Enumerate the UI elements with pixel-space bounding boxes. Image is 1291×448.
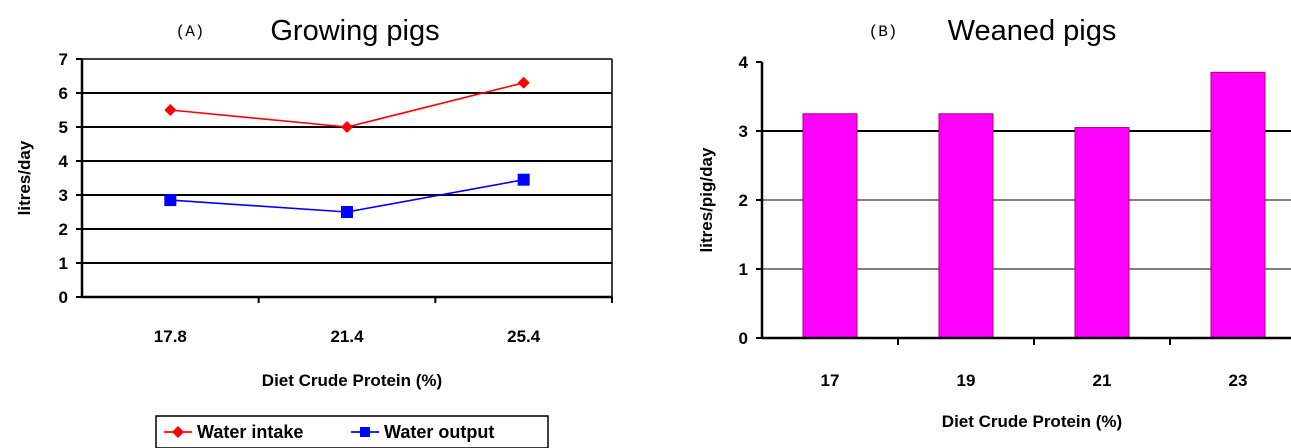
chart-a-y-tick-label: 3 <box>59 186 68 205</box>
chart-a-y-tick-label: 0 <box>59 288 68 307</box>
chart-a-x-tick-labels: 17.8 21.4 25.4 <box>154 327 541 346</box>
chart-a-panel-label: (A) <box>176 23 205 41</box>
legend-water-intake-label: Water intake <box>197 422 303 442</box>
chart-a-y-tick-labels: 0 1 2 3 4 5 6 7 <box>59 50 69 307</box>
chart-a-x-tick-label: 21.4 <box>330 327 364 346</box>
data-point-water-intake <box>341 121 353 133</box>
chart-a-legend: Water intake Water output <box>155 415 549 448</box>
chart-a-series <box>164 76 530 218</box>
chart-a-y-tick-label: 2 <box>59 220 68 239</box>
chart-b-panel-label: (B) <box>869 23 898 41</box>
chart-b-y-tick-label: 3 <box>739 122 748 141</box>
chart-b-bars <box>802 71 1266 339</box>
chart-a-y-tick-label: 6 <box>59 84 68 103</box>
chart-a: (A) Growing pigs litres/day Diet Crude P… <box>15 15 613 448</box>
legend-water-intake-marker <box>172 426 184 438</box>
chart-a-gridlines <box>82 58 612 264</box>
chart-b-x-tick-label: 19 <box>957 371 976 390</box>
data-point-water-intake <box>517 76 530 89</box>
chart-a-x-tick-label: 17.8 <box>154 327 187 346</box>
chart-b-x-tick-label: 23 <box>1229 371 1248 390</box>
data-point-water-output <box>164 194 177 207</box>
chart-b-x-tick-labels: 17 19 21 23 <box>821 371 1248 390</box>
chart-a-title: Growing pigs <box>270 15 439 47</box>
chart-b-y-tick-label: 0 <box>739 329 748 348</box>
legend-water-output-marker <box>360 427 370 437</box>
chart-b-title: Weaned pigs <box>948 15 1117 47</box>
chart-a-x-axis-label: Diet Crude Protein (%) <box>262 371 442 390</box>
chart-a-axes <box>76 58 613 303</box>
chart-b-axes <box>756 61 1291 345</box>
data-point-water-output <box>341 206 353 218</box>
chart-a-y-tick-label: 5 <box>59 118 68 137</box>
chart-b: (B) Weaned pigs litres/pig/day Diet Crud… <box>697 15 1291 431</box>
chart-b-y-axis-label: litres/pig/day <box>697 147 716 252</box>
chart-b-y-tick-label: 2 <box>739 191 748 210</box>
chart-a-y-tick-label: 7 <box>59 50 68 69</box>
chart-a-y-axis-label: litres/day <box>15 140 34 215</box>
chart-b-y-tick-label: 4 <box>739 53 749 72</box>
legend-water-output-label: Water output <box>384 422 494 442</box>
data-point-water-intake <box>164 104 177 116</box>
bar-21 <box>1074 127 1130 339</box>
bar-23 <box>1210 71 1266 339</box>
chart-b-y-tick-label: 1 <box>739 260 748 279</box>
chart-a-y-tick-label: 4 <box>59 152 69 171</box>
series-line-water-intake <box>170 82 524 128</box>
bar-19 <box>938 113 994 339</box>
data-point-water-output <box>517 173 530 186</box>
chart-b-x-axis-label: Diet Crude Protein (%) <box>942 412 1122 431</box>
chart-b-y-tick-labels: 0 1 2 3 4 <box>739 53 749 348</box>
bar-17 <box>802 113 858 339</box>
chart-a-x-tick-label: 25.4 <box>507 327 541 346</box>
chart-b-x-tick-label: 21 <box>1093 371 1112 390</box>
chart-a-y-tick-label: 1 <box>59 254 68 273</box>
chart-b-x-tick-label: 17 <box>821 371 840 390</box>
